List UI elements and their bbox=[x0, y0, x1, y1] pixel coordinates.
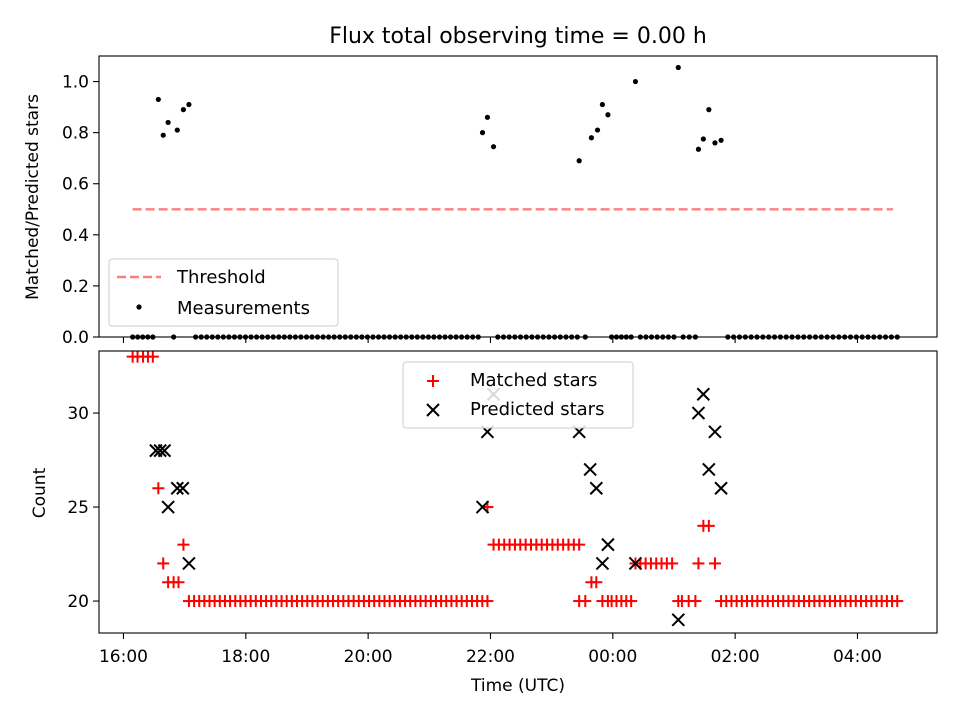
matched-star-point bbox=[579, 595, 592, 608]
legend-measurements-swatch bbox=[136, 304, 142, 310]
bottom-xtick-label: 18:00 bbox=[221, 647, 270, 667]
predicted-star-point bbox=[691, 406, 706, 420]
bottom-xtick-label: 22:00 bbox=[466, 647, 515, 667]
measurement-point bbox=[165, 119, 171, 126]
top-ytick-label: 0.2 bbox=[62, 277, 89, 297]
legend-predicted-label: Predicted stars bbox=[470, 399, 604, 420]
matched-star-point bbox=[702, 519, 715, 532]
top-ytick-label: 1.0 bbox=[62, 73, 89, 93]
top-ytick-label: 0.0 bbox=[62, 328, 89, 348]
measurement-point bbox=[484, 114, 491, 120]
matched-star-point bbox=[590, 576, 603, 589]
bottom-axes-frame bbox=[98, 350, 938, 634]
matched-star-point bbox=[692, 557, 705, 570]
predicted-star-point bbox=[708, 425, 722, 439]
measurement-point bbox=[675, 64, 681, 71]
legend-threshold-label: Threshold bbox=[176, 267, 266, 288]
predicted-star-point bbox=[170, 481, 185, 495]
bottom-x-ticks: 16:00 18:00 20:00 22:00 00:00 02:00 04:00 bbox=[99, 633, 882, 667]
top-ytick-label: 0.4 bbox=[62, 226, 89, 246]
bottom-xtick-label: 20:00 bbox=[344, 647, 393, 667]
bottom-y-axis-label: Count bbox=[30, 467, 50, 518]
top-axes-frame bbox=[98, 55, 938, 338]
bottom-legend: Matched stars Predicted stars bbox=[402, 361, 634, 429]
predicted-star-point bbox=[475, 500, 490, 514]
predicted-star-point bbox=[595, 556, 610, 571]
bottom-ytick-label: 25 bbox=[67, 498, 89, 518]
measurement-point bbox=[712, 140, 718, 146]
measurement-point bbox=[594, 127, 601, 133]
measurement-point bbox=[700, 136, 706, 142]
predicted-star-point bbox=[161, 500, 175, 514]
predicted-star-point bbox=[182, 556, 196, 571]
measurement-point bbox=[174, 127, 180, 133]
legend-predicted-swatch bbox=[426, 403, 440, 417]
top-legend: Threshold Measurements bbox=[108, 258, 339, 327]
top-y-axis-label: Matched/Predicted stars bbox=[23, 94, 43, 300]
bottom-xtick-label: 16:00 bbox=[99, 647, 148, 667]
matched-star-point bbox=[708, 557, 721, 570]
matched-star-point bbox=[666, 557, 679, 570]
measurement-point bbox=[632, 78, 639, 85]
measurement-point bbox=[695, 146, 702, 152]
bottom-y-ticks: 20 25 30 bbox=[67, 404, 99, 612]
measurement-point bbox=[718, 137, 724, 143]
measurement-point bbox=[588, 135, 595, 141]
top-x-ticks bbox=[122, 337, 859, 343]
measurement-point bbox=[706, 107, 712, 113]
matched-star-point bbox=[573, 538, 586, 551]
predicted-star-point bbox=[696, 387, 711, 401]
predicted-star-point bbox=[153, 443, 167, 458]
measurement-point bbox=[180, 107, 187, 113]
legend-matched-swatch bbox=[427, 375, 439, 387]
bottom-xtick-label: 04:00 bbox=[833, 647, 882, 667]
legend-matched-label: Matched stars bbox=[470, 370, 597, 391]
bottom-panel: Count Time (UTC) 20 25 30 16:00 18:00 20:00 2… bbox=[30, 350, 938, 696]
bottom-legend-box bbox=[402, 361, 634, 429]
measurement-point bbox=[479, 130, 486, 136]
matched-star-point bbox=[625, 595, 638, 608]
predicted-star-point bbox=[628, 556, 643, 571]
top-y-ticks: 0.0 0.2 0.4 0.6 0.8 1.0 bbox=[62, 73, 99, 348]
matched-star-point bbox=[146, 350, 159, 363]
chart-title: Flux total observing time = 0.00 h bbox=[329, 24, 707, 49]
predicted-star-point bbox=[702, 462, 716, 477]
predicted-star-point bbox=[583, 462, 597, 477]
legend-measurements-label: Measurements bbox=[177, 298, 310, 319]
predicted-star-point bbox=[601, 537, 615, 552]
bottom-ytick-label: 30 bbox=[67, 404, 89, 424]
predicted-star-point bbox=[157, 443, 172, 458]
matched-star-point bbox=[152, 482, 165, 495]
predicted-star-point bbox=[714, 481, 728, 495]
top-panel: Flux total observing time = 0.00 h Match… bbox=[23, 24, 938, 348]
measurement-point bbox=[490, 144, 497, 150]
top-legend-box bbox=[108, 258, 339, 327]
predicted-star-point bbox=[589, 481, 604, 495]
matched-star-point bbox=[177, 538, 190, 551]
measurement-point bbox=[599, 101, 606, 108]
predicted-star-point bbox=[176, 481, 190, 495]
matched-star-point bbox=[172, 576, 185, 589]
bottom-xtick-label: 02:00 bbox=[711, 647, 760, 667]
measurement-point bbox=[576, 158, 582, 164]
bottom-xtick-label: 00:00 bbox=[588, 647, 637, 667]
bottom-plot-area bbox=[126, 350, 904, 627]
bottom-ytick-label: 20 bbox=[67, 592, 89, 612]
matched-star-point bbox=[157, 557, 170, 570]
top-ytick-label: 0.8 bbox=[62, 124, 89, 144]
measurement-point bbox=[605, 112, 611, 118]
measurement-point bbox=[155, 96, 161, 103]
top-ytick-label: 0.6 bbox=[62, 175, 89, 195]
matched-star-point bbox=[689, 595, 702, 608]
matched-star-point bbox=[891, 595, 904, 608]
measurement-point bbox=[160, 132, 166, 138]
measurement-point bbox=[186, 101, 192, 108]
x-axis-label: Time (UTC) bbox=[470, 676, 565, 696]
matched-star-point bbox=[481, 595, 494, 608]
predicted-star-point bbox=[671, 613, 685, 627]
